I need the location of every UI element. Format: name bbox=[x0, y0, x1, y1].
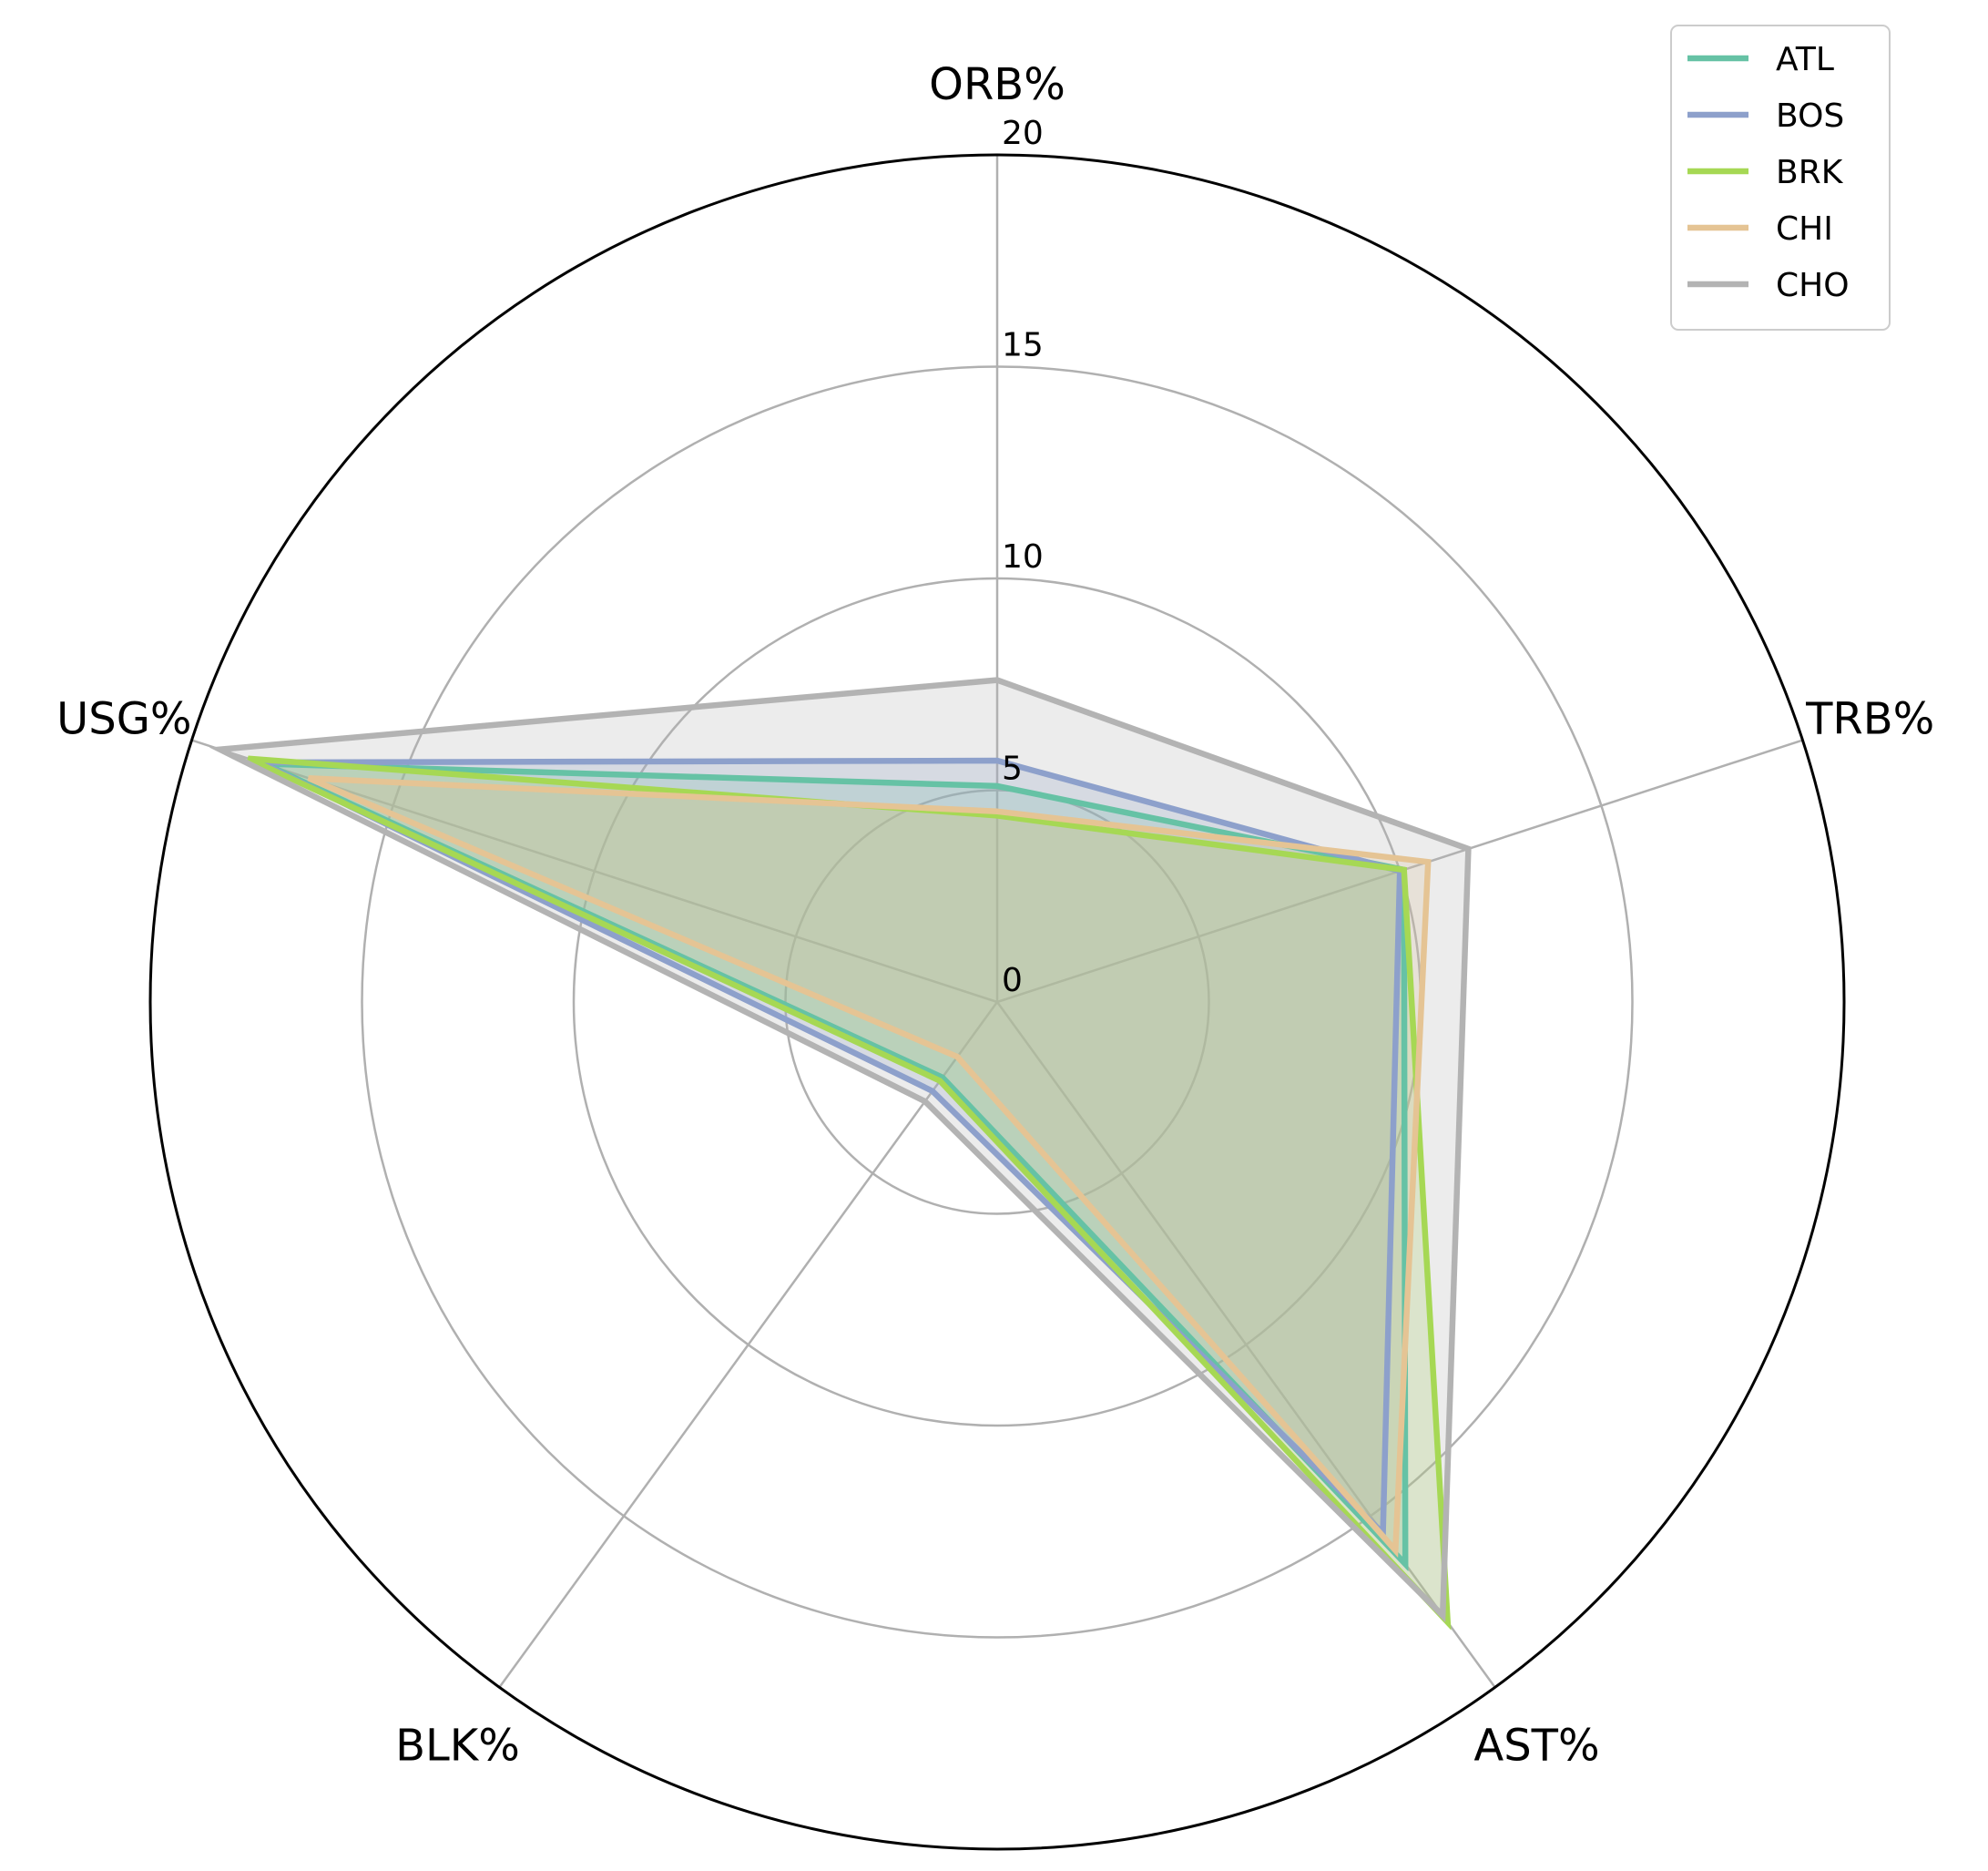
legend-label-ATL: ATL bbox=[1776, 41, 1834, 78]
series-fill-BOS bbox=[260, 761, 1401, 1534]
grid-spoke-3 bbox=[498, 1001, 999, 1689]
legend-label-BRK: BRK bbox=[1776, 154, 1844, 191]
legend: ATL BOS BRK CHI CHO bbox=[1670, 25, 1891, 331]
legend-label-BOS: BOS bbox=[1776, 97, 1844, 135]
series-fill-CHO bbox=[219, 680, 1469, 1616]
series-fill-ATL bbox=[264, 763, 1406, 1564]
series-line-BRK bbox=[247, 755, 1452, 1631]
grid-spoke-2 bbox=[995, 1001, 1496, 1689]
legend-label-CHI: CHI bbox=[1776, 210, 1833, 248]
axis-label: USG% bbox=[56, 694, 191, 745]
radial-tick-label: 0 bbox=[1002, 962, 1023, 999]
axis-label: TRB% bbox=[1805, 694, 1934, 745]
radial-tick-label: 20 bbox=[1002, 115, 1044, 152]
axis-label: AST% bbox=[1473, 1721, 1599, 1772]
series-fill-CHI bbox=[308, 778, 1429, 1550]
series-fill-BRK bbox=[248, 758, 1448, 1622]
radial-tick-labels: 0 5 10 15 20 bbox=[1002, 115, 1044, 999]
axis-label: ORB% bbox=[929, 59, 1065, 110]
series-line-CHI bbox=[307, 775, 1432, 1559]
legend-box bbox=[1670, 25, 1891, 331]
series-line-CHO bbox=[209, 677, 1472, 1622]
radial-tick-label: 10 bbox=[1002, 538, 1044, 576]
radial-tick-label: 5 bbox=[1002, 751, 1023, 788]
outer-frame-circle bbox=[148, 153, 1846, 1851]
axis-label: BLK% bbox=[395, 1721, 520, 1772]
axis-labels: ORB% TRB% AST% BLK% USG% bbox=[56, 59, 1934, 1772]
legend-label-CHO: CHO bbox=[1776, 267, 1850, 304]
radial-tick-label: 15 bbox=[1002, 327, 1044, 364]
series-layer bbox=[209, 677, 1472, 1631]
